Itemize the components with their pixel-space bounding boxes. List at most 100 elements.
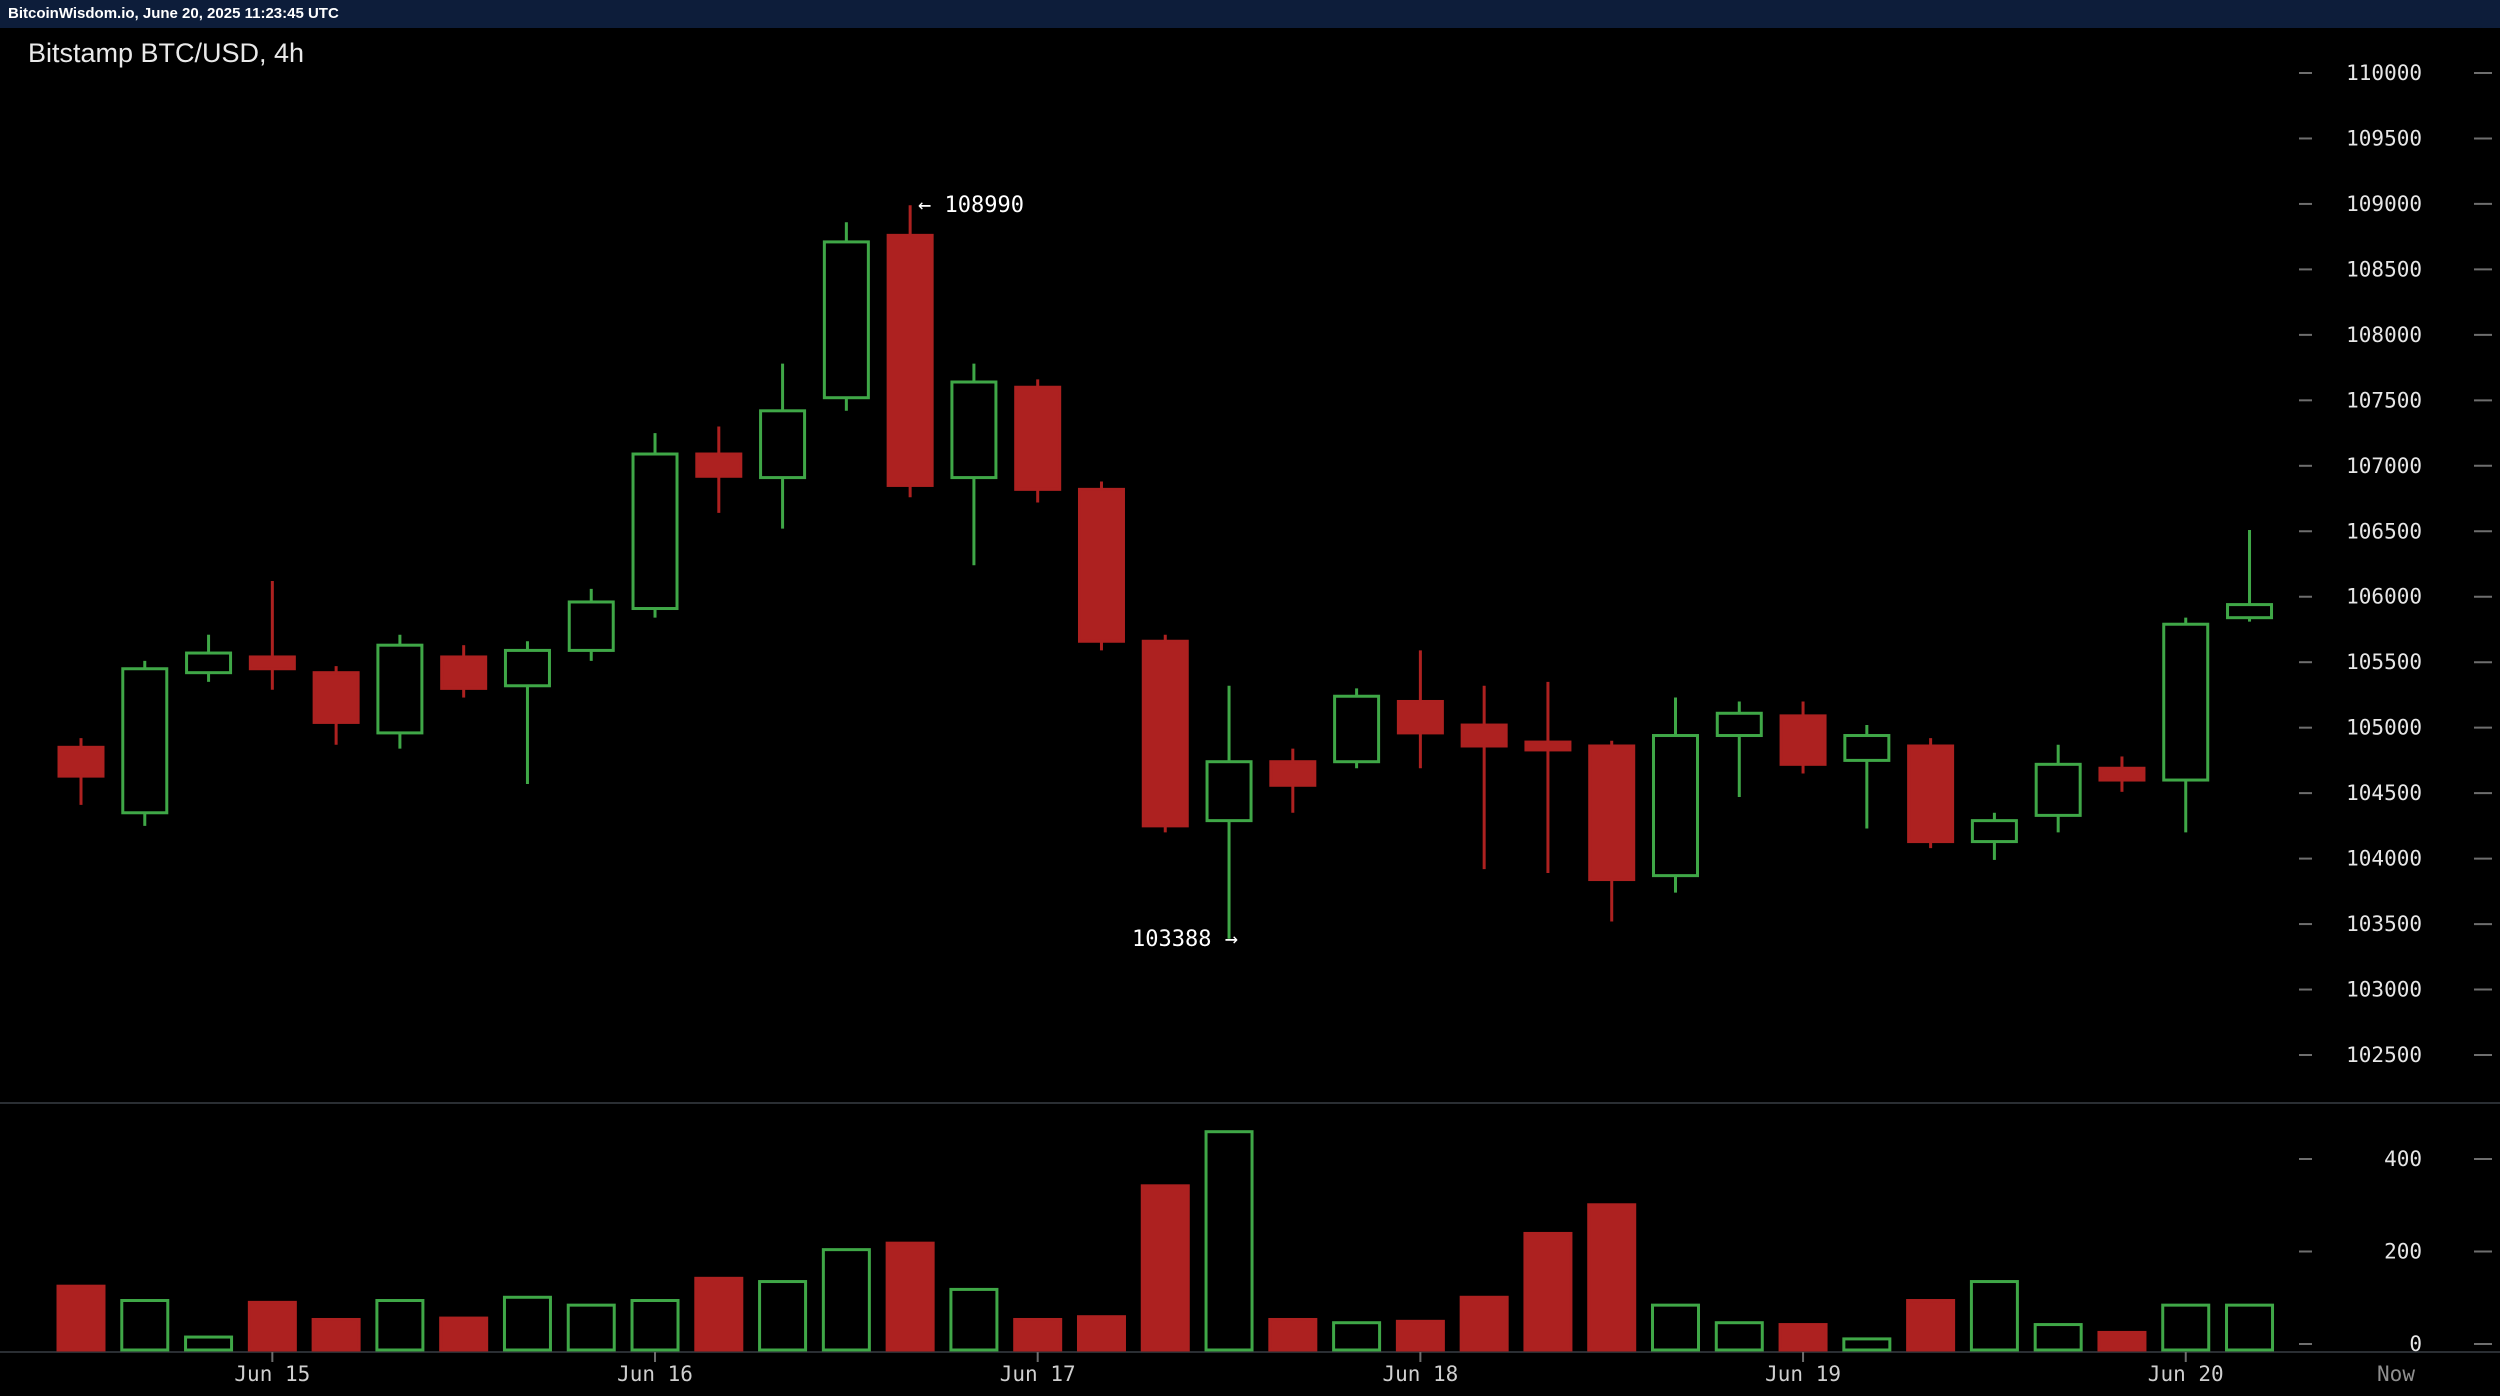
date-label: Jun 15 — [234, 1362, 310, 1386]
volume-bar-up — [566, 1303, 616, 1352]
volume-bar-down — [1013, 1317, 1063, 1352]
volume-bar-down — [1587, 1203, 1637, 1352]
candle-body — [2098, 766, 2146, 782]
volume-bar-up — [502, 1295, 552, 1352]
volume-bar-down — [694, 1276, 744, 1352]
date-label: Jun 19 — [1765, 1362, 1841, 1386]
candle-up — [567, 588, 615, 661]
candle-body — [57, 745, 105, 778]
candle-body — [1715, 711, 1763, 738]
status-bar-text: BitcoinWisdom.io, June 20, 2025 11:23:45… — [8, 5, 339, 22]
candle-body — [248, 655, 296, 671]
volume-bar-up — [184, 1335, 234, 1352]
volume-bar-up — [2225, 1303, 2275, 1352]
candle-down — [1460, 685, 1508, 870]
volume-tick-label: 200 — [2384, 1240, 2422, 1264]
candle-body — [1970, 819, 2018, 844]
volume-bar-up — [1714, 1321, 1764, 1352]
candle-body — [185, 651, 233, 675]
date-axis: Jun 15 Jun 16 Jun 17 Jun 18 Jun 19 Jun 20 Now — [234, 1352, 2415, 1386]
candle-body — [1333, 694, 1381, 764]
candle-up — [503, 641, 551, 784]
candle-down — [57, 738, 105, 805]
candle-down — [1077, 481, 1125, 651]
high-price-annotation: ← 108990 — [918, 193, 1024, 218]
candle-body — [1077, 487, 1125, 643]
price-tick-label: 104500 — [2346, 781, 2422, 805]
candle-body — [1779, 714, 1827, 766]
price-tick-label: 107500 — [2346, 388, 2422, 412]
candle-down — [1588, 740, 1636, 922]
volume-bar-down — [247, 1300, 297, 1352]
price-tick-label: 107000 — [2346, 454, 2422, 478]
candle-body — [631, 452, 679, 611]
volume-bar-down — [439, 1316, 489, 1352]
candle-down — [2098, 756, 2146, 792]
volume-bar-up — [758, 1280, 808, 1352]
candle-body — [121, 667, 169, 815]
price-tick-label: 110000 — [2346, 61, 2422, 85]
candle-body — [1460, 723, 1508, 748]
candle-down — [312, 666, 360, 745]
candle-body — [2226, 603, 2274, 620]
chart-title: Bitstamp BTC/USD, 4h — [28, 38, 305, 68]
candle-down — [1779, 701, 1827, 774]
candle-up — [2034, 744, 2082, 833]
candle-down — [1014, 379, 1062, 503]
volume-bar-up — [1332, 1321, 1382, 1352]
volume-bar-up — [949, 1287, 999, 1352]
candle-down — [1141, 634, 1189, 833]
volume-bar-down — [1268, 1317, 1318, 1352]
candle-body — [1524, 740, 1572, 752]
volume-bar-down — [1778, 1323, 1828, 1352]
volume-bar-up — [1969, 1280, 2019, 1352]
candle-body — [886, 233, 934, 487]
candle-down — [886, 205, 934, 498]
volume-axis: 400 200 0 — [2299, 1147, 2492, 1356]
candle-body — [503, 648, 551, 688]
candle-body — [759, 409, 807, 480]
price-tick-label: 102500 — [2346, 1043, 2422, 1067]
volume-bar-up — [1204, 1130, 1254, 1352]
candle-body — [1205, 760, 1253, 823]
candle-down — [440, 645, 488, 698]
candle-body — [695, 452, 743, 478]
volume-bars — [56, 1130, 2275, 1352]
price-tick-label: 103500 — [2346, 912, 2422, 936]
candle-up — [1333, 688, 1381, 769]
volume-bar-down — [311, 1317, 361, 1352]
candle-up — [2162, 617, 2210, 833]
candle-up — [1843, 725, 1891, 829]
volume-bar-down — [1906, 1299, 1956, 1352]
volume-bar-up — [1651, 1303, 1700, 1352]
candle-body — [1396, 699, 1444, 735]
candle-down — [695, 426, 743, 513]
candle-body — [1269, 760, 1317, 787]
volume-bar-up — [2033, 1323, 2083, 1352]
candle-up — [376, 634, 424, 749]
candle-down — [1269, 748, 1317, 813]
candle-up — [631, 433, 679, 618]
candles — [57, 205, 2274, 939]
candle-up — [1652, 697, 1699, 893]
price-axis: 110000 109500 109000 108500 108000 107500 1070… — [2299, 61, 2492, 1067]
date-label: Jun 16 — [617, 1362, 693, 1386]
candle-down — [1524, 681, 1572, 874]
date-label: Jun 18 — [1382, 1362, 1458, 1386]
candle-body — [2034, 762, 2082, 817]
price-tick-label: 103000 — [2346, 978, 2422, 1002]
candle-body — [950, 380, 998, 480]
candle-body — [567, 600, 615, 652]
candle-up — [1715, 701, 1763, 798]
volume-bar-up — [120, 1299, 170, 1352]
price-tick-label: 108000 — [2346, 323, 2422, 347]
price-tick-label: 104000 — [2346, 847, 2422, 871]
candle-body — [1652, 734, 1699, 878]
volume-tick-label: 0 — [2409, 1332, 2422, 1356]
candle-up — [185, 634, 233, 682]
candle-body — [376, 643, 424, 735]
candle-up — [121, 660, 169, 826]
candle-body — [1014, 385, 1062, 491]
